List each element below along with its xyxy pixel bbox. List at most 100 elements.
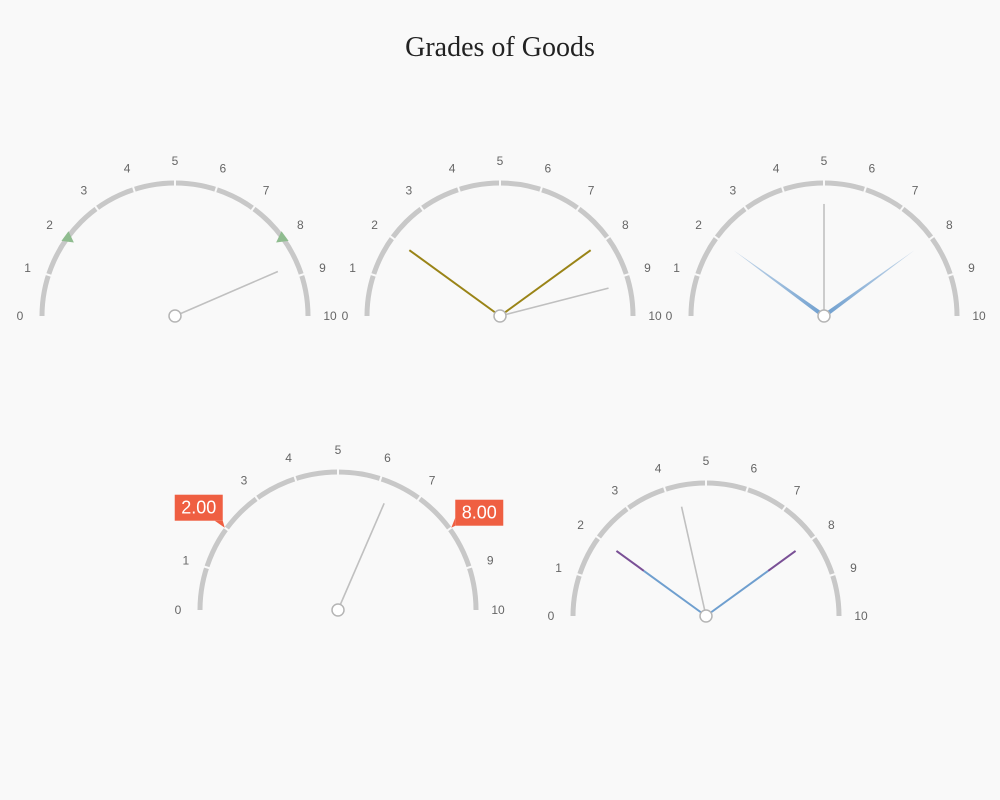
tick-mark <box>297 272 306 278</box>
tick-mark <box>575 572 584 578</box>
tick-label: 2 <box>371 218 378 232</box>
tick-label: 5 <box>172 154 179 168</box>
tick-mark <box>712 234 721 241</box>
gauge-arc <box>197 469 479 611</box>
tick-mark <box>744 485 750 494</box>
tick-label: 0 <box>175 603 182 617</box>
tick-mark <box>862 185 868 194</box>
tick-label: 8 <box>828 518 835 532</box>
range-line <box>733 250 826 318</box>
tick-mark <box>538 185 544 194</box>
value-label: 2.00 <box>181 498 216 518</box>
tick-label: 4 <box>773 162 780 176</box>
range-line-outer <box>615 550 645 572</box>
tick-label: 1 <box>182 554 189 568</box>
tick-mark <box>456 185 462 194</box>
tick-label: 5 <box>335 443 342 457</box>
threshold-marker <box>61 231 74 243</box>
needle-pivot <box>817 309 831 323</box>
tick-mark <box>131 185 137 194</box>
needle <box>680 506 707 617</box>
tick-mark <box>780 185 786 194</box>
tick-label: 1 <box>673 261 680 275</box>
tick-mark <box>781 504 788 513</box>
needle-pivot <box>168 309 182 323</box>
tick-mark <box>828 572 837 578</box>
gauge-arc <box>570 480 842 617</box>
tick-mark <box>594 534 603 541</box>
tick-mark <box>946 272 955 278</box>
tick-label: 4 <box>124 162 131 176</box>
gauge-3: 0 1 2 3 4 5 6 7 8 9 10 <box>666 154 986 323</box>
tick-label: 7 <box>794 484 801 498</box>
tick-label: 9 <box>644 261 651 275</box>
tick-label: 9 <box>968 261 975 275</box>
tick-label: 1 <box>24 261 31 275</box>
range-line-outer <box>767 550 797 572</box>
chart-title: Grades of Goods <box>405 32 595 63</box>
tick-label: 5 <box>703 454 710 468</box>
tick-mark <box>250 204 257 213</box>
gauge-arc <box>364 180 636 317</box>
range-line-inner <box>643 569 707 617</box>
range-line <box>408 249 501 317</box>
tick-label: 2 <box>577 518 584 532</box>
tick-label: 7 <box>912 184 919 198</box>
tick-label: 3 <box>81 184 88 198</box>
tick-label: 3 <box>730 184 737 198</box>
gauge-4: 0123456789102.008.00 <box>175 443 505 617</box>
tick-mark <box>809 534 818 541</box>
tick-label: 6 <box>545 162 552 176</box>
tick-label: 10 <box>648 309 662 323</box>
tick-label: 4 <box>655 462 662 476</box>
tick-label: 1 <box>555 561 562 575</box>
tick-label: 6 <box>869 162 876 176</box>
tick-label: 4 <box>449 162 456 176</box>
needle <box>337 503 385 611</box>
tick-mark <box>213 185 219 194</box>
threshold-marker <box>276 231 289 243</box>
tick-mark <box>624 504 631 513</box>
value-label-pointer <box>214 520 225 528</box>
tick-mark <box>899 204 906 213</box>
value-label: 8.00 <box>462 503 497 523</box>
tick-mark <box>742 204 749 213</box>
needle <box>499 287 609 317</box>
tick-label: 8 <box>297 218 304 232</box>
tick-label: 0 <box>17 309 24 323</box>
tick-mark <box>415 494 423 503</box>
tick-label: 7 <box>588 184 595 198</box>
tick-mark <box>662 485 668 494</box>
needle-pivot <box>331 603 345 617</box>
gauge-1: 0 1 2 3 4 5 6 7 8 9 10 <box>17 154 337 323</box>
tick-label: 7 <box>429 474 436 488</box>
tick-mark <box>418 204 425 213</box>
gauge-2: 0 1 2 3 4 5 6 7 8 9 10 <box>342 154 662 323</box>
tick-mark <box>388 234 397 241</box>
tick-label: 4 <box>285 451 292 465</box>
value-label-pointer <box>451 517 456 528</box>
tick-mark <box>927 234 936 241</box>
needle-pivot <box>699 609 713 623</box>
tick-label: 5 <box>821 154 828 168</box>
tick-mark <box>693 272 702 278</box>
tick-mark <box>575 204 582 213</box>
tick-mark <box>369 272 378 278</box>
tick-label: 6 <box>384 451 391 465</box>
tick-label: 8 <box>946 218 953 232</box>
tick-mark <box>293 474 298 483</box>
tick-mark <box>603 234 612 241</box>
gauge-arc <box>39 180 311 317</box>
tick-mark <box>93 204 100 213</box>
tick-label: 0 <box>342 309 349 323</box>
tick-mark <box>378 474 383 483</box>
tick-label: 9 <box>487 554 494 568</box>
needle <box>174 270 279 317</box>
tick-mark <box>465 565 474 570</box>
tick-label: 8 <box>622 218 629 232</box>
tick-label: 10 <box>323 309 337 323</box>
gauge-5: 0 1 2 3 4 5 6 7 8 9 10 <box>548 454 868 623</box>
tick-label: 6 <box>220 162 227 176</box>
tick-mark <box>253 494 261 503</box>
